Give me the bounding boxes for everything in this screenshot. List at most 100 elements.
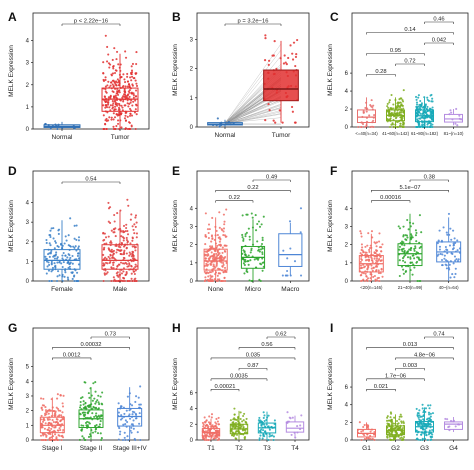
data-point xyxy=(219,255,222,258)
data-point xyxy=(110,248,113,251)
data-point xyxy=(362,110,365,113)
data-point xyxy=(237,429,240,432)
data-point xyxy=(64,271,67,274)
data-point xyxy=(221,246,224,249)
data-point xyxy=(362,425,365,429)
data-point xyxy=(291,52,294,55)
data-point xyxy=(106,84,109,87)
data-point xyxy=(139,438,142,442)
data-point xyxy=(124,423,127,426)
data-point xyxy=(117,245,121,248)
data-point xyxy=(111,254,114,257)
panel-i: I MELK Expression 0 2 4 6 G1 G2 G3 G4 0.021 1.7e−06… xyxy=(327,321,469,452)
data-point xyxy=(105,119,108,123)
data-point xyxy=(371,269,374,272)
data-point xyxy=(113,95,116,98)
data-point xyxy=(203,438,206,442)
data-point xyxy=(105,257,108,261)
data-point xyxy=(438,229,441,232)
data-point xyxy=(418,409,421,412)
data-point xyxy=(99,420,102,423)
data-point xyxy=(102,264,105,267)
data-point xyxy=(52,409,55,413)
data-point xyxy=(363,437,367,440)
data-point xyxy=(207,275,210,278)
data-point xyxy=(250,247,253,250)
data-point xyxy=(208,228,211,231)
data-point xyxy=(48,252,51,255)
data-point xyxy=(130,213,133,216)
data-point xyxy=(390,112,393,115)
data-point xyxy=(130,255,133,258)
p-value-label: 5.1e−07 xyxy=(399,185,420,191)
data-point xyxy=(372,104,375,107)
data-point xyxy=(207,257,210,260)
comparison-bracket: 5.1e−07 xyxy=(371,185,449,193)
p-value-label: 0.035 xyxy=(246,352,261,358)
comparison-bracket: 0.73 xyxy=(90,332,130,339)
data-point xyxy=(58,434,61,437)
data-point xyxy=(417,105,420,108)
data-point xyxy=(438,245,442,248)
data-point xyxy=(52,255,55,258)
data-point xyxy=(402,426,405,430)
data-point xyxy=(137,396,140,399)
y-tick-label: 5 xyxy=(26,365,30,371)
data-point xyxy=(400,97,403,100)
p-value-label: 0.003 xyxy=(403,363,418,369)
plot-frame xyxy=(32,170,150,282)
data-point xyxy=(253,258,256,261)
data-point xyxy=(242,239,245,242)
data-point xyxy=(261,246,264,249)
data-point xyxy=(359,264,363,267)
data-point xyxy=(456,249,459,252)
data-point xyxy=(123,412,126,415)
p-value-label: 0.00032 xyxy=(81,342,102,348)
data-point xyxy=(267,414,270,417)
box-4 xyxy=(444,417,463,433)
data-point xyxy=(223,220,226,223)
data-point xyxy=(81,428,84,431)
y-tick-label: 0 xyxy=(26,127,30,133)
data-point xyxy=(258,250,261,253)
data-point xyxy=(216,278,219,281)
data-point xyxy=(375,268,378,272)
data-point xyxy=(112,102,115,105)
data-point xyxy=(115,251,118,254)
data-point xyxy=(388,438,392,441)
data-point xyxy=(205,264,208,267)
data-point xyxy=(202,437,205,440)
x-tick-label: <20(n=146) xyxy=(360,285,383,290)
data-point xyxy=(426,123,429,126)
y-tick-label: 1 xyxy=(190,261,194,267)
data-point xyxy=(112,64,115,68)
data-point xyxy=(409,256,412,259)
data-point xyxy=(206,424,209,427)
data-point xyxy=(268,428,271,431)
data-point xyxy=(398,227,402,230)
data-point xyxy=(104,106,107,109)
data-point xyxy=(71,277,74,280)
data-point xyxy=(223,244,226,247)
data-point xyxy=(403,251,406,254)
data-point xyxy=(117,106,121,109)
data-point xyxy=(61,434,64,437)
data-point xyxy=(217,423,220,426)
data-point xyxy=(123,279,127,283)
data-point xyxy=(449,276,452,279)
data-point xyxy=(364,272,367,275)
data-point xyxy=(367,265,370,268)
data-point xyxy=(110,279,113,283)
jitter-points xyxy=(281,207,303,277)
x-tick-label: G3 xyxy=(420,445,429,452)
data-point xyxy=(211,216,214,219)
data-point xyxy=(76,254,79,257)
data-point xyxy=(373,274,376,278)
data-point xyxy=(394,427,397,430)
box-3 xyxy=(414,93,435,129)
data-point xyxy=(125,409,128,412)
data-point xyxy=(446,233,449,236)
data-point xyxy=(48,418,51,421)
data-point xyxy=(126,198,129,201)
data-point xyxy=(369,125,372,129)
